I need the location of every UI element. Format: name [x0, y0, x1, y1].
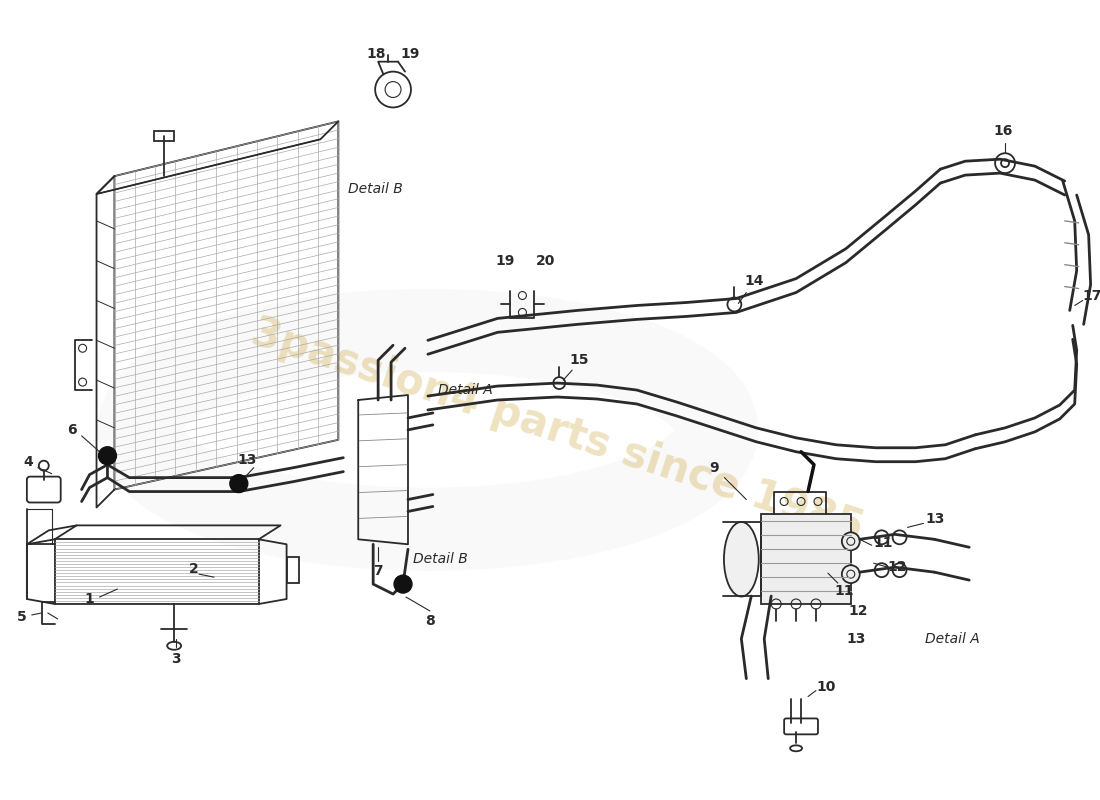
- Text: 19: 19: [400, 46, 420, 61]
- Text: 1: 1: [85, 592, 95, 606]
- Text: 2: 2: [189, 562, 199, 576]
- Bar: [287, 558, 298, 583]
- Bar: [761, 514, 850, 604]
- Text: 5: 5: [16, 610, 26, 624]
- Circle shape: [394, 575, 412, 593]
- Ellipse shape: [842, 532, 860, 550]
- Ellipse shape: [724, 522, 759, 597]
- Text: 12: 12: [888, 560, 907, 574]
- Text: 14: 14: [745, 274, 764, 287]
- Ellipse shape: [842, 565, 860, 583]
- Text: 12: 12: [848, 604, 868, 618]
- Text: 15: 15: [570, 353, 589, 367]
- Text: 13: 13: [846, 632, 866, 646]
- Text: 20: 20: [536, 254, 556, 268]
- Text: 6: 6: [67, 423, 77, 437]
- Text: 11: 11: [873, 536, 893, 550]
- Text: 13: 13: [238, 453, 256, 466]
- Text: 11: 11: [834, 584, 854, 598]
- Text: 16: 16: [993, 124, 1013, 138]
- Text: 3passion4 parts since 1985: 3passion4 parts since 1985: [245, 310, 869, 549]
- Text: 17: 17: [1082, 289, 1100, 302]
- Text: 7: 7: [373, 564, 383, 578]
- Circle shape: [230, 474, 248, 493]
- Circle shape: [99, 446, 117, 465]
- Text: 4: 4: [23, 454, 33, 469]
- Text: Detail B: Detail B: [349, 182, 403, 196]
- Text: 8: 8: [425, 614, 435, 628]
- Text: Detail A: Detail A: [438, 383, 493, 397]
- Text: 19: 19: [496, 254, 515, 268]
- Text: 9: 9: [710, 461, 719, 474]
- Text: Detail B: Detail B: [412, 552, 468, 566]
- Text: 3: 3: [172, 652, 180, 666]
- Text: 13: 13: [926, 513, 945, 526]
- Text: 10: 10: [816, 679, 836, 694]
- Text: 18: 18: [366, 46, 386, 61]
- Bar: [154, 131, 174, 142]
- Text: Detail A: Detail A: [925, 632, 980, 646]
